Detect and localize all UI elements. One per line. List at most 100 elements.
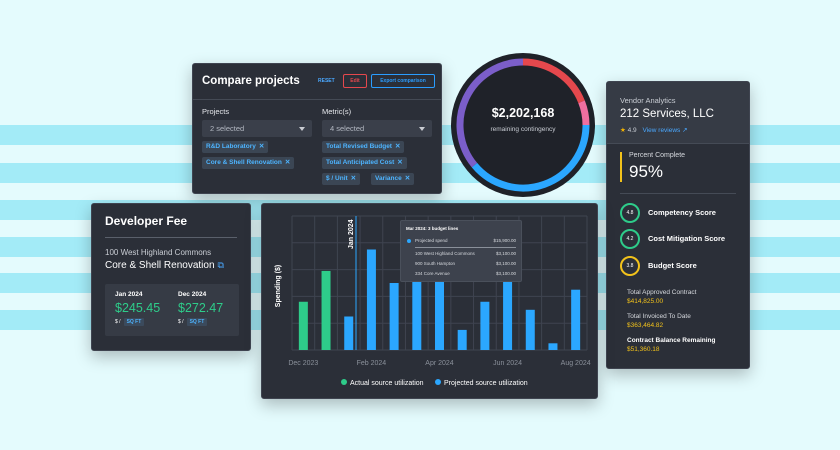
donut-chart: [451, 53, 595, 197]
rating-value: 4.9: [627, 127, 637, 134]
competency-score: 4.8 Competency Score: [620, 203, 745, 223]
contract-balance-remaining: Contract Balance Remaining $51,360.18: [627, 337, 716, 353]
percent-complete-value: 95%: [629, 162, 664, 181]
tooltip-row-value: $15,900.00: [493, 238, 516, 243]
bar-actual[interactable]: [298, 301, 308, 350]
legend-projected-label: Projected source utilization: [444, 380, 528, 387]
tooltip-row-label: 334 Core Avenue: [415, 271, 450, 276]
fee-comparison-box: Jan 2024 $245.45 $ / SQ FT Dec 2024 $272.…: [105, 284, 239, 336]
chip-metric[interactable]: $ / Unit ✕: [322, 173, 361, 185]
close-icon[interactable]: ✕: [404, 175, 411, 182]
contingency-value: $2,202,168: [491, 106, 555, 120]
metrics-select-value: 4 selected: [330, 124, 365, 133]
chip-metric[interactable]: Total Revised Budget ✕: [322, 141, 405, 153]
chip-label: Total Anticipated Cost: [326, 159, 395, 166]
tooltip-row-label: 900 South Hampton: [415, 261, 456, 266]
legend-projected-swatch: [435, 379, 441, 385]
fee-unit: $ / SQ FT: [178, 318, 223, 326]
chart-tooltip: Mar 2024: 3 budget lines Projected spend…: [400, 220, 522, 282]
chip-label: Variance: [375, 175, 402, 182]
bar-projected[interactable]: [412, 264, 422, 350]
score-ring: 4.8: [620, 203, 640, 223]
chip-metric[interactable]: Total Anticipated Cost ✕: [322, 157, 407, 169]
y-axis-label: Spending ($): [275, 265, 282, 307]
chevron-down-icon: [299, 127, 305, 131]
reset-button[interactable]: RESET: [318, 78, 335, 84]
spending-chart: Jan 2024 Spending ($) Dec 2023 Feb 2024 Ap…: [275, 215, 591, 387]
project-address: 100 West Highland Commons: [105, 248, 212, 257]
metrics-label: Metric(s): [322, 107, 352, 116]
fee-unit: $ / SQ FT: [115, 318, 160, 326]
fee-month: Jan 2024 $245.45 $ / SQ FT: [115, 291, 160, 326]
tooltip-row-label: 100 West Highland Commons: [415, 251, 475, 256]
chip-label: Total Revised Budget: [326, 143, 392, 150]
external-link-icon[interactable]: ⧉: [217, 260, 224, 270]
close-icon[interactable]: ✕: [258, 143, 265, 150]
unit-basis: SQ FT: [186, 318, 208, 326]
fin-label: Contract Balance Remaining: [627, 337, 716, 344]
total-approved-contract: Total Approved Contract $414,825.00: [627, 289, 696, 305]
fee-date: Jan 2024: [115, 291, 143, 298]
chip-project[interactable]: R&D Laboratory ✕: [202, 141, 269, 153]
donut-segment-blue: [471, 124, 590, 192]
score-label: Budget Score: [648, 261, 697, 270]
x-tick-label: Apr 2024: [425, 360, 454, 367]
close-icon[interactable]: ✕: [397, 159, 403, 166]
close-icon[interactable]: ✕: [394, 143, 401, 150]
project-name[interactable]: Core & Shell Renovation ⧉: [105, 260, 224, 271]
chevron-down-icon: [419, 127, 425, 131]
score-label: Cost Mitigation Score: [648, 234, 726, 243]
legend-actual-label: Actual source utilization: [350, 380, 424, 387]
contingency-label: remaining contingency: [490, 126, 556, 133]
divider: [193, 99, 441, 100]
star-icon: ★: [620, 127, 626, 134]
projects-select[interactable]: 2 selected: [202, 120, 312, 137]
spending-chart-panel: Jan 2024 Spending ($) Dec 2023 Feb 2024 Ap…: [261, 203, 598, 399]
percent-complete: Percent Complete 95%: [620, 152, 738, 182]
unit-label: $ /: [178, 319, 184, 325]
bar-projected[interactable]: [435, 265, 444, 350]
fee-month: Dec 2024 $272.47 $ / SQ FT: [178, 291, 223, 326]
score-ring: 3.8: [620, 256, 640, 276]
view-reviews-link[interactable]: View reviews ↗: [642, 127, 688, 134]
tooltip-row-label: Projected spend: [415, 238, 448, 243]
fin-value: $363,464.82: [627, 322, 664, 329]
chip-metric[interactable]: Variance ✕: [371, 173, 415, 185]
edit-button[interactable]: Edit: [343, 74, 367, 88]
bar-projected[interactable]: [503, 277, 513, 350]
tooltip-row-value: $3,100.00: [495, 261, 516, 266]
projects-select-value: 2 selected: [210, 124, 245, 133]
compare-projects-panel: Compare projects RESET Edit Export compa…: [192, 63, 442, 194]
vendor-analytics-panel: Vendor Analytics 212 Services, LLC ★ 4.9…: [606, 81, 750, 369]
metrics-select[interactable]: 4 selected: [322, 120, 432, 137]
vendor-header: Vendor Analytics 212 Services, LLC ★ 4.9…: [607, 82, 749, 144]
vendor-rating: ★ 4.9 View reviews ↗: [620, 126, 688, 134]
chip-label: $ / Unit: [326, 175, 348, 182]
bar-projected[interactable]: [571, 289, 581, 350]
bar-actual[interactable]: [321, 270, 331, 350]
chip-project[interactable]: Core & Shell Renovation ✕: [202, 157, 295, 169]
divider: [105, 237, 237, 238]
series-dot: [407, 239, 411, 243]
developer-fee-panel: Developer Fee 100 West Highland Commons …: [91, 203, 251, 351]
bar-projected[interactable]: [548, 343, 558, 350]
projects-label: Projects: [202, 107, 230, 116]
score-label: Competency Score: [648, 208, 716, 217]
bar-projected[interactable]: [525, 309, 535, 350]
bar-projected[interactable]: [480, 301, 490, 350]
close-icon[interactable]: ✕: [284, 159, 291, 166]
fin-label: Total Invoiced To Date: [627, 313, 691, 320]
bar-projected[interactable]: [344, 316, 354, 351]
compare-title: Compare projects: [202, 75, 300, 87]
bar-projected[interactable]: [389, 283, 399, 350]
score-ring: 4.2: [620, 229, 640, 249]
divider: [620, 193, 736, 194]
bar-projected[interactable]: [457, 329, 467, 350]
close-icon[interactable]: ✕: [350, 175, 357, 182]
export-comparison-button[interactable]: Export comparison: [371, 74, 435, 88]
tooltip-divider: [415, 247, 516, 248]
x-tick-label: Dec 2023: [288, 360, 318, 367]
x-tick-label: Feb 2024: [357, 360, 387, 367]
bar-projected[interactable]: [366, 249, 376, 351]
vendor-name: 212 Services, LLC: [620, 108, 714, 120]
